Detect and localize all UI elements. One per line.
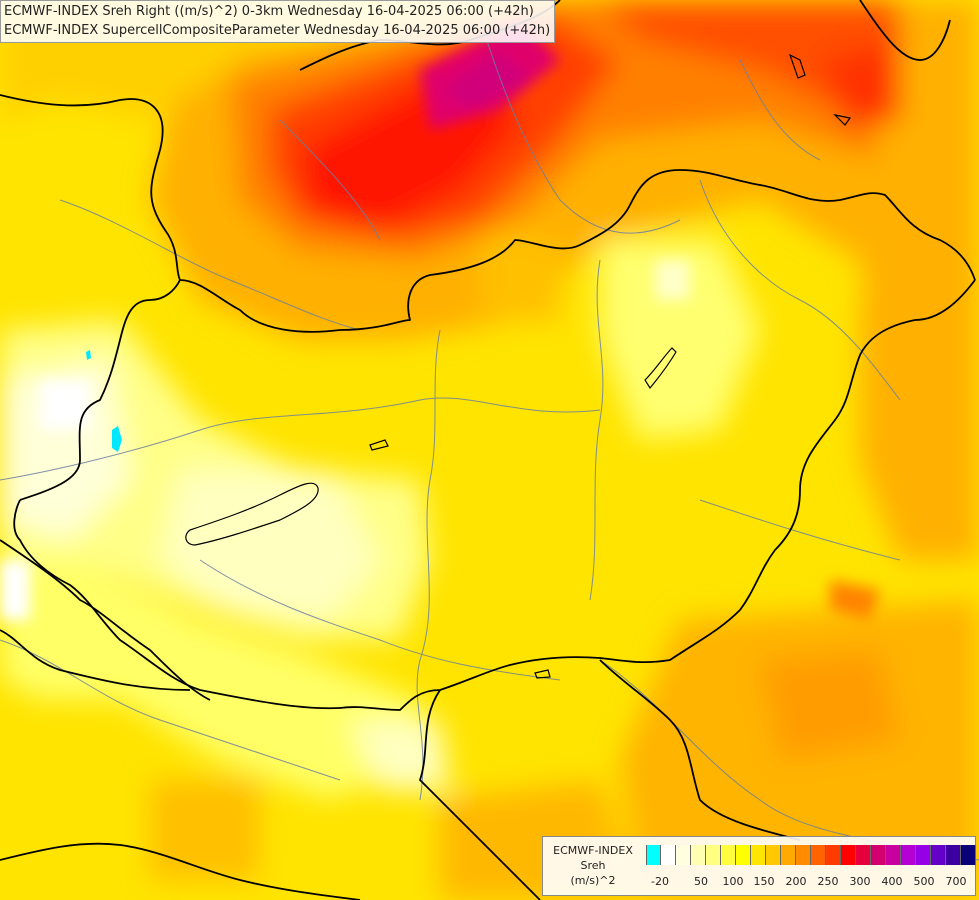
legend-tick-label: 100 [722,875,744,888]
legend-swatch [646,845,661,865]
map-title-primary: ECMWF-INDEX Sreh Right ((m/s)^2) 0-3km W… [4,4,534,19]
legend-swatch [766,845,781,865]
legend-tick-label: 200 [785,875,807,888]
legend-swatch [796,845,811,865]
color-legend: ECMWF-INDEX Sreh (m/s)^2 -20 50 100 150 200 2… [542,836,976,896]
legend-variable: Sreh [580,859,606,872]
legend-swatch [661,845,676,865]
legend-tick-label: 500 [913,875,935,888]
legend-title: ECMWF-INDEX Sreh (m/s)^2 [547,843,639,888]
legend-swatch [871,845,886,865]
legend-tick-label: -20 [651,875,669,888]
legend-swatch [901,845,916,865]
legend-swatch [721,845,736,865]
legend-swatch [841,845,856,865]
legend-swatch [946,845,961,865]
legend-tick-label: 700 [945,875,967,888]
legend-tick-label: 300 [849,875,871,888]
legend-swatch [856,845,871,865]
map-title-box: ECMWF-INDEX Sreh Right ((m/s)^2) 0-3km W… [0,0,556,43]
legend-tick-label: 50 [694,875,708,888]
legend-swatch [961,845,976,865]
legend-swatch [886,845,901,865]
legend-swatch [691,845,706,865]
legend-swatch [676,845,691,865]
map-title-secondary: ECMWF-INDEX SupercellCompositeParameter … [4,23,551,38]
legend-model: ECMWF-INDEX [553,844,633,857]
legend-swatch [826,845,841,865]
lake-balaton-outline [185,482,319,546]
legend-swatches [646,845,976,865]
legend-swatch [706,845,721,865]
legend-swatch [736,845,751,865]
legend-tick-label: 400 [881,875,903,888]
legend-tick-label: 250 [817,875,839,888]
legend-swatch [781,845,796,865]
legend-ticks: -20 50 100 150 200 250 300 400 500 700 [646,875,976,891]
legend-swatch [751,845,766,865]
lakes [185,53,852,679]
rivers [0,19,979,861]
legend-unit: (m/s)^2 [570,874,616,887]
legend-swatch [931,845,946,865]
legend-swatch [916,845,931,865]
legend-tick-label: 150 [753,875,775,888]
legend-swatch [811,845,826,865]
